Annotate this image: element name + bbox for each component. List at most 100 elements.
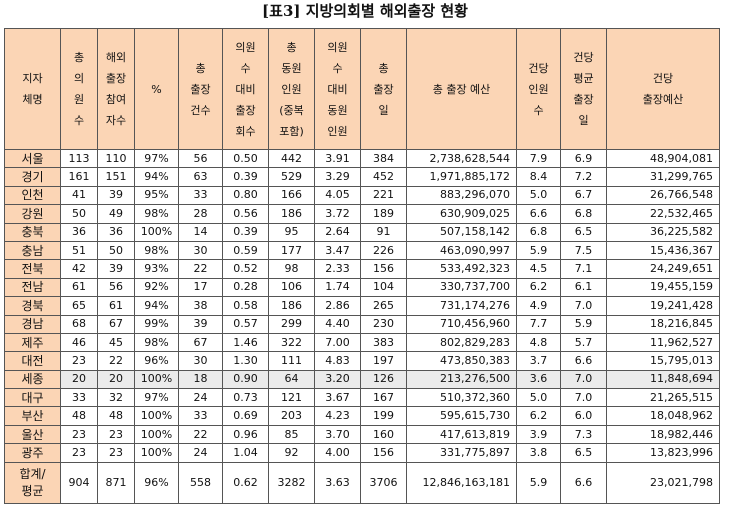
data-cell: 186	[268, 204, 315, 224]
data-cell: 2.33	[314, 259, 361, 279]
data-cell: 48	[60, 406, 98, 426]
data-cell: 5.9	[560, 314, 607, 334]
table-row: 충북 36 36 100% 14 0.39 95 2.64 91 507,158,142 6.8 6.…	[4, 222, 720, 242]
total-cell: 558	[178, 461, 223, 504]
column-header-line: 자수	[105, 114, 127, 127]
data-cell: 7.7	[516, 314, 561, 334]
column-header-line: 평균	[573, 72, 594, 85]
column-header-line: 의원	[327, 40, 348, 54]
data-cell: 110	[97, 148, 135, 169]
data-cell: 50	[60, 204, 98, 224]
data-cell: 14	[178, 222, 223, 242]
data-cell: 23	[60, 443, 98, 463]
total-row: 합계/평균 904 871 96% 558 0.62 3282 3.63 3706 12,846,…	[4, 461, 720, 504]
data-cell: 2.86	[314, 296, 361, 316]
column-header-line: 건당	[652, 72, 674, 85]
data-cell: 67	[178, 332, 223, 353]
data-cell: 6.7	[560, 185, 607, 206]
data-cell: 213,276,500	[406, 369, 517, 390]
column-header-line: 건당	[528, 61, 549, 75]
data-cell: 39	[97, 259, 135, 279]
data-cell: 4.00	[314, 443, 361, 463]
data-cell: 31,299,765	[606, 167, 720, 187]
data-cell: 6.2	[516, 277, 561, 298]
data-cell: 7.0	[560, 296, 607, 316]
column-header-line: 출장	[235, 103, 256, 117]
data-cell: 1,971,885,172	[406, 167, 517, 187]
region-cell: 광주	[4, 443, 61, 463]
data-cell: 41	[60, 185, 98, 206]
data-cell: 11,848,694	[606, 369, 720, 390]
data-cell: 6.6	[560, 351, 607, 371]
data-cell: 104	[360, 277, 407, 298]
total-cell: 3282	[268, 461, 315, 504]
region-cell: 충남	[4, 240, 61, 261]
column-header-line: 수	[533, 103, 544, 117]
column-header: 건당 출장예산	[606, 28, 720, 150]
data-cell: 26,766,548	[606, 185, 720, 206]
column-header-line: 수	[73, 114, 85, 127]
data-cell: 4.9	[516, 296, 561, 316]
data-cell: 0.52	[222, 259, 269, 279]
data-cell: 56	[178, 148, 223, 169]
data-cell: 473,850,383	[406, 351, 517, 371]
data-cell: 507,158,142	[406, 222, 517, 242]
column-header: 해외 출장 참여 자수	[97, 28, 135, 150]
data-cell: 7.9	[516, 148, 561, 169]
data-cell: 230	[360, 314, 407, 334]
data-cell: 85	[268, 424, 315, 445]
data-cell: 595,615,730	[406, 406, 517, 426]
data-cell: 33	[60, 388, 98, 408]
data-cell: 22	[97, 351, 135, 371]
data-cell: 98%	[134, 204, 179, 224]
table-row: 경남 68 67 99% 39 0.57 299 4.40 230 710,456,960 7.7 5…	[4, 314, 720, 334]
data-cell: 99%	[134, 314, 179, 334]
table-row: 경기 161 151 94% 63 0.39 529 3.29 452 1,971,885,172…	[4, 167, 720, 187]
data-cell: 0.96	[222, 424, 269, 445]
data-cell: 226	[360, 240, 407, 261]
data-cell: 3.70	[314, 424, 361, 445]
total-cell: 3706	[360, 461, 407, 504]
table-row: 울산 23 23 100% 22 0.96 85 3.70 160 417,613,819 3.9 7…	[4, 424, 720, 445]
column-header: 의원 수 대비 동원 인원	[314, 28, 361, 150]
data-cell: 121	[268, 388, 315, 408]
data-cell: 19,455,159	[606, 277, 720, 298]
region-cell: 강원	[4, 204, 61, 224]
column-header: 건당 평균 출장 일	[560, 28, 607, 150]
data-cell: 7.2	[560, 167, 607, 187]
column-header-line: 출장	[190, 82, 211, 96]
data-cell: 529	[268, 167, 315, 187]
data-cell: 33	[178, 185, 223, 206]
data-cell: 98	[268, 259, 315, 279]
data-cell: 15,436,367	[606, 240, 720, 261]
table-row: 광주 23 23 100% 24 1.04 92 4.00 156 331,775,897 3.8 6…	[4, 443, 720, 463]
column-header: 총 출장 예산	[406, 28, 517, 150]
column-header: 총 동원 인원 (중복 포함)	[268, 28, 315, 150]
table-row: 인천 41 39 95% 33 0.80 166 4.05 221 883,296,070 5.0 6…	[4, 185, 720, 206]
data-cell: 30	[178, 240, 223, 261]
data-cell: 46	[60, 332, 98, 353]
data-cell: 22	[178, 259, 223, 279]
data-cell: 94%	[134, 296, 179, 316]
data-cell: 97%	[134, 148, 179, 169]
data-cell: 94%	[134, 167, 179, 187]
data-cell: 384	[360, 148, 407, 169]
data-cell: 6.1	[560, 277, 607, 298]
column-header-line: 대비	[327, 82, 348, 96]
data-cell: 6.5	[560, 443, 607, 463]
column-header-line: 건수	[190, 103, 211, 117]
data-cell: 111	[268, 351, 315, 371]
data-cell: 330,737,700	[406, 277, 517, 298]
column-header-line: 수	[332, 61, 343, 75]
data-cell: 100%	[134, 443, 179, 463]
column-header: 총 출장 건수	[178, 28, 223, 150]
data-cell: 67	[97, 314, 135, 334]
data-cell: 160	[360, 424, 407, 445]
column-header: 건당 인원 수	[516, 28, 561, 150]
data-cell: 3.7	[516, 351, 561, 371]
data-cell: 20	[97, 369, 135, 390]
data-cell: 0.73	[222, 388, 269, 408]
column-header-line: 체명	[22, 93, 43, 106]
region-cell: 서울	[4, 148, 61, 169]
data-cell: 4.83	[314, 351, 361, 371]
